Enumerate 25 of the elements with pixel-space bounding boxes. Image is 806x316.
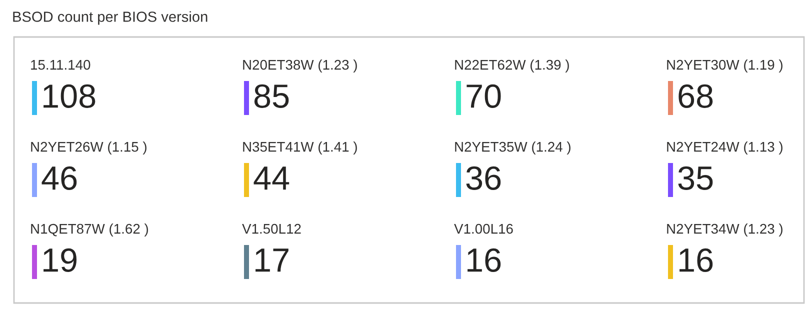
data-label: 17 <box>256 248 288 272</box>
category-label: 15.11.140 <box>31 60 90 70</box>
category-label: N1QET87W (1.62 ) <box>31 224 148 236</box>
category-label: N2YET26W (1.15 ) <box>31 142 146 154</box>
data-label: 108 <box>44 84 96 108</box>
data-label: 16 <box>680 248 713 272</box>
category-label: N35ET41W (1.41 ) <box>243 142 357 154</box>
category-label: V1.50L12 <box>242 224 301 234</box>
category-label: N2YET24W (1.13 ) <box>667 142 782 154</box>
category-label: N2YET34W (1.23 ) <box>667 224 782 236</box>
data-label: 19 <box>44 248 76 272</box>
category-label: N20ET38W (1.23 ) <box>243 60 357 72</box>
data-label: 16 <box>468 248 501 272</box>
category-label: N2YET30W (1.19 ) <box>667 60 782 72</box>
category-label: N22ET62W (1.39 ) <box>455 60 569 72</box>
data-label: 70 <box>466 84 501 108</box>
data-label: 36 <box>466 166 501 190</box>
data-label: 44 <box>254 166 290 190</box>
data-label: 46 <box>42 166 77 190</box>
category-label: V1.00L16 <box>454 224 513 234</box>
category-label: N2YET35W (1.24 ) <box>455 142 570 154</box>
data-label: 68 <box>678 84 713 108</box>
data-label: 85 <box>254 84 289 108</box>
data-label: 35 <box>678 166 713 190</box>
text: BSOD count per BIOS version <box>13 11 208 25</box>
